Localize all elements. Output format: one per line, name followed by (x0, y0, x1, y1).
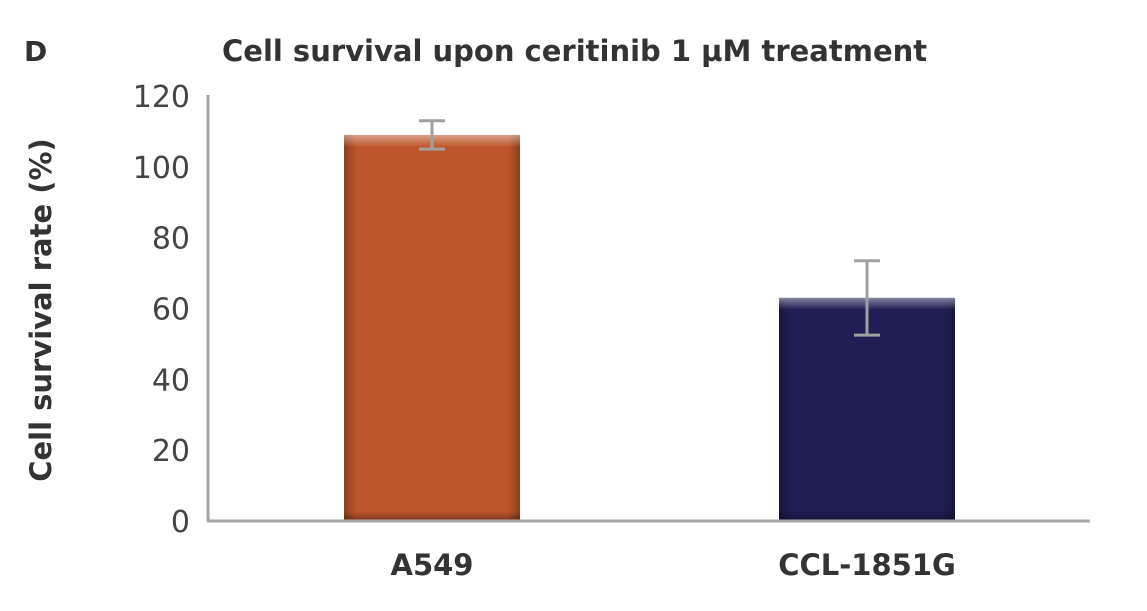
x-axis-categories: A549 CCL-1851G (391, 548, 956, 582)
error-bar (419, 119, 445, 151)
y-tick-label: 0 (171, 505, 190, 540)
bar-group (779, 297, 955, 521)
error-bar (854, 259, 880, 337)
y-tick-label: 120 (133, 80, 190, 115)
bar-base-shadow (779, 511, 955, 521)
chart-title: Cell survival upon ceritinib 1 µM treatm… (222, 34, 927, 68)
x-category-label: A549 (391, 548, 474, 582)
y-tick-label: 40 (152, 363, 190, 398)
panel-letter: D (24, 35, 47, 68)
bars (344, 119, 955, 522)
bar-base-shadow (344, 511, 520, 521)
y-axis-label: Cell survival rate (%) (24, 138, 58, 482)
bar-shading (344, 134, 520, 522)
bar-group (344, 134, 520, 522)
x-category-label: CCL-1851G (778, 548, 956, 582)
y-tick-label: 20 (152, 434, 190, 469)
y-tick-label: 80 (152, 222, 190, 257)
y-tick-label: 100 (133, 151, 190, 186)
y-tick-label: 60 (152, 293, 190, 328)
y-axis-ticks: 0 20 40 60 80 100 120 (133, 80, 190, 540)
